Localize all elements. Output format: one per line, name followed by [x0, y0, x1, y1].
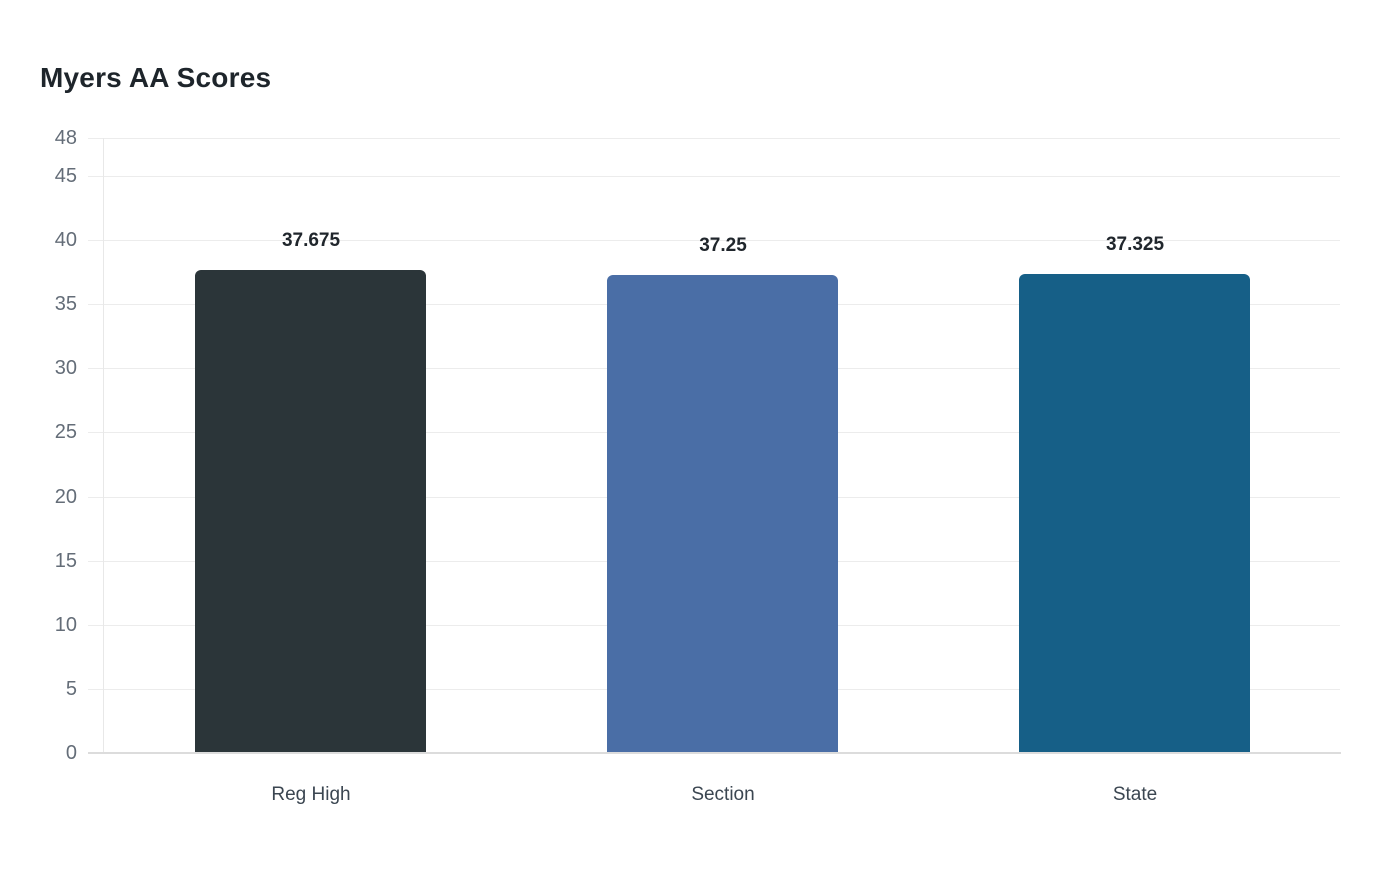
bar-value-label: 37.675	[281, 230, 341, 251]
y-axis-tick-label: 25	[54, 421, 77, 443]
x-category-label: State	[1112, 784, 1158, 805]
y-axis-tick-label: 0	[65, 742, 77, 764]
bar-state[interactable]	[1019, 274, 1250, 753]
bar-reg-high[interactable]	[195, 270, 426, 753]
y-axis-line	[103, 138, 104, 754]
bar-section[interactable]	[607, 275, 838, 753]
y-axis-tick-label: 20	[54, 486, 77, 508]
gridline-40	[88, 240, 1340, 241]
x-category-label: Section	[691, 784, 755, 805]
y-axis-tick-label: 45	[54, 165, 77, 187]
y-axis-tick-label: 40	[54, 229, 77, 251]
y-axis-tick-label: 35	[54, 293, 77, 315]
bar-value-label: 37.25	[699, 235, 747, 256]
gridline-45	[88, 176, 1340, 177]
y-axis-tick-label: 15	[54, 550, 77, 572]
y-axis-tick-label: 10	[54, 614, 77, 636]
y-axis-tick-label: 30	[54, 357, 77, 379]
x-category-label: Reg High	[271, 784, 351, 805]
gridline-48	[88, 138, 1340, 139]
bar-value-label: 37.325	[1105, 234, 1165, 255]
y-axis-tick-label: 5	[65, 678, 77, 700]
x-axis-line	[88, 752, 1341, 754]
chart-title: Myers AA Scores	[40, 62, 272, 93]
y-axis-tick-label: 48	[54, 127, 77, 149]
